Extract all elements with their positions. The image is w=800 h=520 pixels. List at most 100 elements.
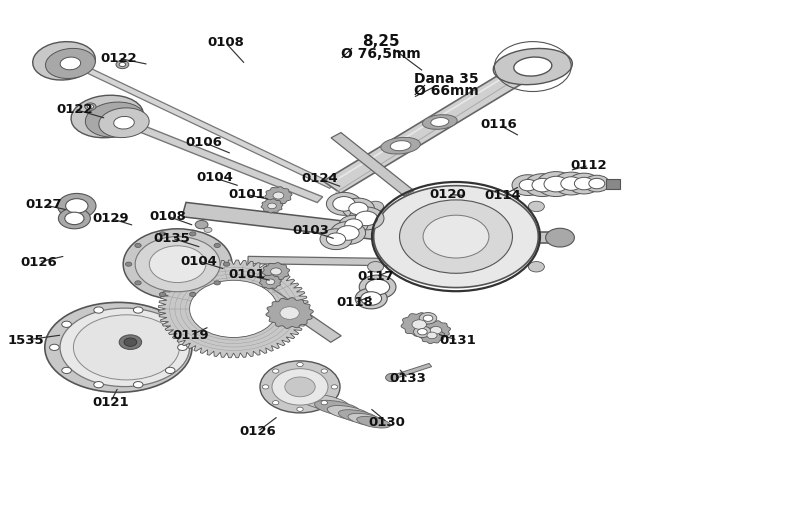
Circle shape <box>349 202 368 215</box>
Circle shape <box>355 288 387 309</box>
Polygon shape <box>158 260 309 358</box>
Polygon shape <box>261 199 283 213</box>
Text: 0114: 0114 <box>484 189 521 202</box>
Ellipse shape <box>514 57 552 76</box>
Text: 0124: 0124 <box>302 173 338 186</box>
Circle shape <box>297 407 303 411</box>
Ellipse shape <box>494 48 572 85</box>
Circle shape <box>273 369 279 373</box>
Circle shape <box>537 172 575 197</box>
Text: 0126: 0126 <box>239 425 276 438</box>
Ellipse shape <box>348 413 385 426</box>
Circle shape <box>134 382 143 388</box>
Text: 0131: 0131 <box>439 334 476 347</box>
Circle shape <box>342 198 374 219</box>
Ellipse shape <box>60 57 81 70</box>
Circle shape <box>134 307 143 313</box>
Polygon shape <box>390 363 432 379</box>
Circle shape <box>62 321 71 328</box>
Circle shape <box>159 232 166 236</box>
Circle shape <box>331 385 338 389</box>
Text: 0106: 0106 <box>186 136 222 149</box>
Text: Ø 66mm: Ø 66mm <box>414 84 478 97</box>
Circle shape <box>386 373 398 382</box>
Text: 0101: 0101 <box>228 188 265 201</box>
Circle shape <box>297 362 303 367</box>
Circle shape <box>419 313 437 324</box>
Circle shape <box>273 400 279 405</box>
Circle shape <box>512 175 544 196</box>
Circle shape <box>159 292 166 296</box>
Ellipse shape <box>430 118 449 126</box>
Circle shape <box>339 215 368 234</box>
Polygon shape <box>530 232 560 243</box>
Circle shape <box>320 229 352 250</box>
Ellipse shape <box>114 116 134 129</box>
Text: 0130: 0130 <box>369 416 406 428</box>
Circle shape <box>280 307 299 319</box>
Ellipse shape <box>314 400 361 416</box>
Ellipse shape <box>300 394 350 411</box>
Circle shape <box>368 201 384 212</box>
Circle shape <box>223 262 230 266</box>
Circle shape <box>260 361 340 413</box>
Text: 0112: 0112 <box>570 159 607 172</box>
Polygon shape <box>401 313 438 336</box>
Ellipse shape <box>338 410 378 423</box>
Circle shape <box>285 377 315 397</box>
Circle shape <box>87 105 94 109</box>
Ellipse shape <box>86 102 145 137</box>
Circle shape <box>532 178 553 192</box>
Text: 0116: 0116 <box>481 119 518 132</box>
Circle shape <box>116 60 129 69</box>
Circle shape <box>195 220 208 229</box>
Text: 0121: 0121 <box>92 396 129 409</box>
Circle shape <box>519 179 537 191</box>
Circle shape <box>368 262 384 272</box>
Ellipse shape <box>45 303 192 392</box>
Polygon shape <box>182 202 380 240</box>
Circle shape <box>430 327 442 334</box>
Text: 0122: 0122 <box>100 52 137 65</box>
Circle shape <box>528 201 544 212</box>
Circle shape <box>414 326 431 337</box>
Circle shape <box>266 279 274 284</box>
Circle shape <box>554 172 589 195</box>
Circle shape <box>589 178 605 189</box>
Circle shape <box>126 262 132 266</box>
Circle shape <box>58 208 90 229</box>
Circle shape <box>214 243 221 248</box>
Polygon shape <box>331 133 414 196</box>
Ellipse shape <box>381 137 420 154</box>
Circle shape <box>178 344 187 350</box>
Circle shape <box>94 382 103 388</box>
Circle shape <box>119 62 126 67</box>
Text: Ø 76,5mm: Ø 76,5mm <box>341 47 421 60</box>
Circle shape <box>134 281 141 285</box>
Text: 0108: 0108 <box>150 210 186 223</box>
Circle shape <box>166 321 175 328</box>
Circle shape <box>525 174 560 197</box>
Circle shape <box>361 292 382 305</box>
Ellipse shape <box>327 406 370 420</box>
Circle shape <box>50 344 59 350</box>
Polygon shape <box>248 256 390 266</box>
Circle shape <box>166 367 175 373</box>
Text: 0135: 0135 <box>154 232 190 245</box>
Circle shape <box>326 233 346 245</box>
Ellipse shape <box>33 42 95 80</box>
Circle shape <box>326 192 362 215</box>
Text: 0103: 0103 <box>292 225 329 237</box>
Ellipse shape <box>46 48 95 79</box>
Circle shape <box>345 219 362 230</box>
Circle shape <box>427 332 437 339</box>
Circle shape <box>544 176 568 192</box>
Circle shape <box>333 197 355 211</box>
Circle shape <box>190 292 196 296</box>
Circle shape <box>359 275 396 299</box>
Circle shape <box>273 192 284 199</box>
Circle shape <box>65 212 84 225</box>
Circle shape <box>270 268 282 275</box>
Circle shape <box>190 232 196 236</box>
Text: 0119: 0119 <box>172 329 209 342</box>
